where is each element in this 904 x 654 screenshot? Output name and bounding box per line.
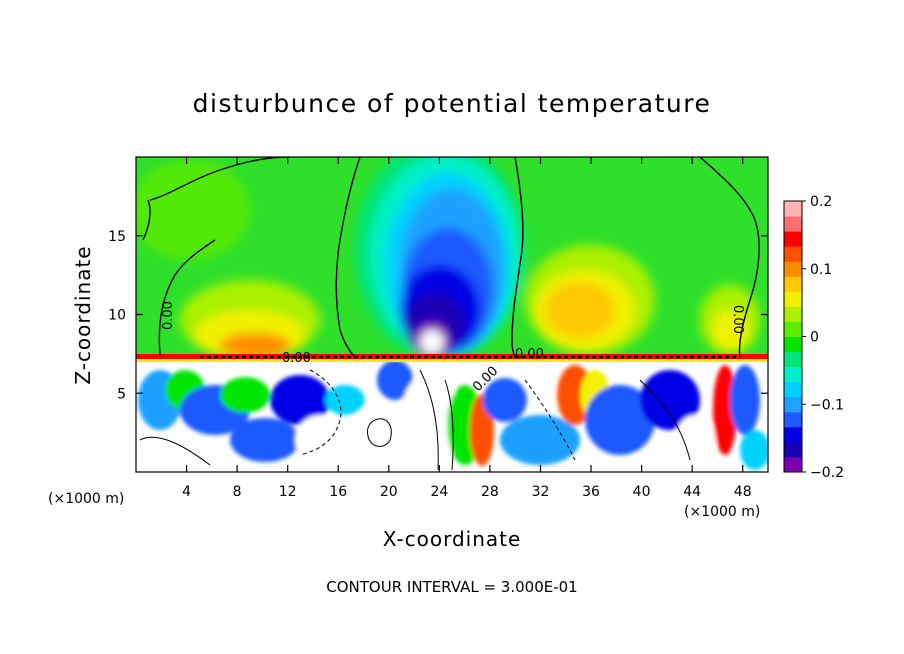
x-axis-label: X-coordinate: [383, 527, 522, 551]
y-tick-label-1: 10: [108, 308, 126, 324]
colorbar-tick-label-3: −0.1: [810, 397, 844, 413]
colorbar-segment-9: [784, 321, 802, 337]
contour-label-2: 0.00: [282, 351, 311, 366]
x-tick-label-0: 4: [182, 484, 191, 500]
x-tick-label-3: 16: [329, 484, 347, 500]
colorbar-segment-16: [784, 216, 802, 232]
x-unit-label-left: (×1000 m): [48, 491, 124, 507]
x-tick-label-2: 12: [279, 484, 297, 500]
x-tick-label-1: 8: [233, 484, 242, 500]
colorbar-tick-label-2: 0: [810, 330, 819, 346]
y-axis-label: Z-coordinate: [71, 245, 95, 384]
lower-contours: [139, 369, 691, 471]
chart-title: disturbunce of potential temperature: [193, 89, 712, 118]
y-tick-label-0: 5: [117, 386, 126, 402]
colorbar-segment-3: [784, 411, 802, 428]
x-tick-label-4: 20: [380, 484, 398, 500]
contour-label-3: 0.00: [515, 347, 544, 362]
colorbar-segment-11: [784, 291, 802, 307]
colorbar-segment-6: [784, 366, 802, 383]
plot-area: 0.00 0.00 0.00 0.00 0.00: [136, 157, 768, 472]
contour-label-1: 0.00: [161, 301, 176, 330]
colorbar-segment-10: [784, 306, 802, 322]
x-tick-label-7: 32: [532, 484, 550, 500]
colorbar-segment-17: [784, 201, 802, 217]
x-tick-label-5: 24: [430, 484, 448, 500]
contour-interval-note: CONTOUR INTERVAL = 3.000E-01: [326, 578, 577, 596]
lower-layer-anomalies: [138, 360, 768, 470]
x-tick-label-11: 48: [734, 484, 752, 500]
x-tick-label-9: 40: [633, 484, 651, 500]
colorbar-segment-14: [784, 246, 802, 262]
colorbar-tick-label-1: 0.1: [810, 262, 832, 278]
colorbar-segment-0: [784, 456, 802, 473]
y-axis: 5 10 15: [108, 229, 768, 402]
x-tick-label-8: 36: [582, 484, 600, 500]
x-axis: 4 8 12 16 20 24 28 32 36 40 44 48: [182, 157, 752, 500]
contour-label-4: 0.00: [730, 305, 745, 334]
colorbar-ticks: 0.2 0.1 0 −0.1 −0.2: [802, 194, 844, 481]
colorbar-segment-8: [784, 336, 802, 353]
colorbar-segment-4: [784, 396, 802, 413]
colorbar-segment-13: [784, 261, 802, 277]
contour-lines: [142, 157, 760, 359]
colorbar-tick-label-4: −0.2: [810, 465, 844, 481]
colorbar-segment-2: [784, 426, 802, 443]
x-tick-label-10: 44: [683, 484, 701, 500]
colorbar-segment-12: [784, 276, 802, 292]
colorbar-segment-5: [784, 381, 802, 398]
colorbar-segment-15: [784, 231, 802, 247]
upper-layer-anomalies: [136, 157, 760, 360]
colorbar-segment-1: [784, 441, 802, 458]
x-unit-label-right: (×1000 m): [684, 504, 760, 520]
y-tick-label-2: 15: [108, 229, 126, 245]
x-tick-label-6: 28: [481, 484, 499, 500]
colorbar-tick-label-0: 0.2: [810, 194, 832, 210]
colorbar-segment-7: [784, 351, 802, 368]
colorbar: [783, 200, 803, 473]
